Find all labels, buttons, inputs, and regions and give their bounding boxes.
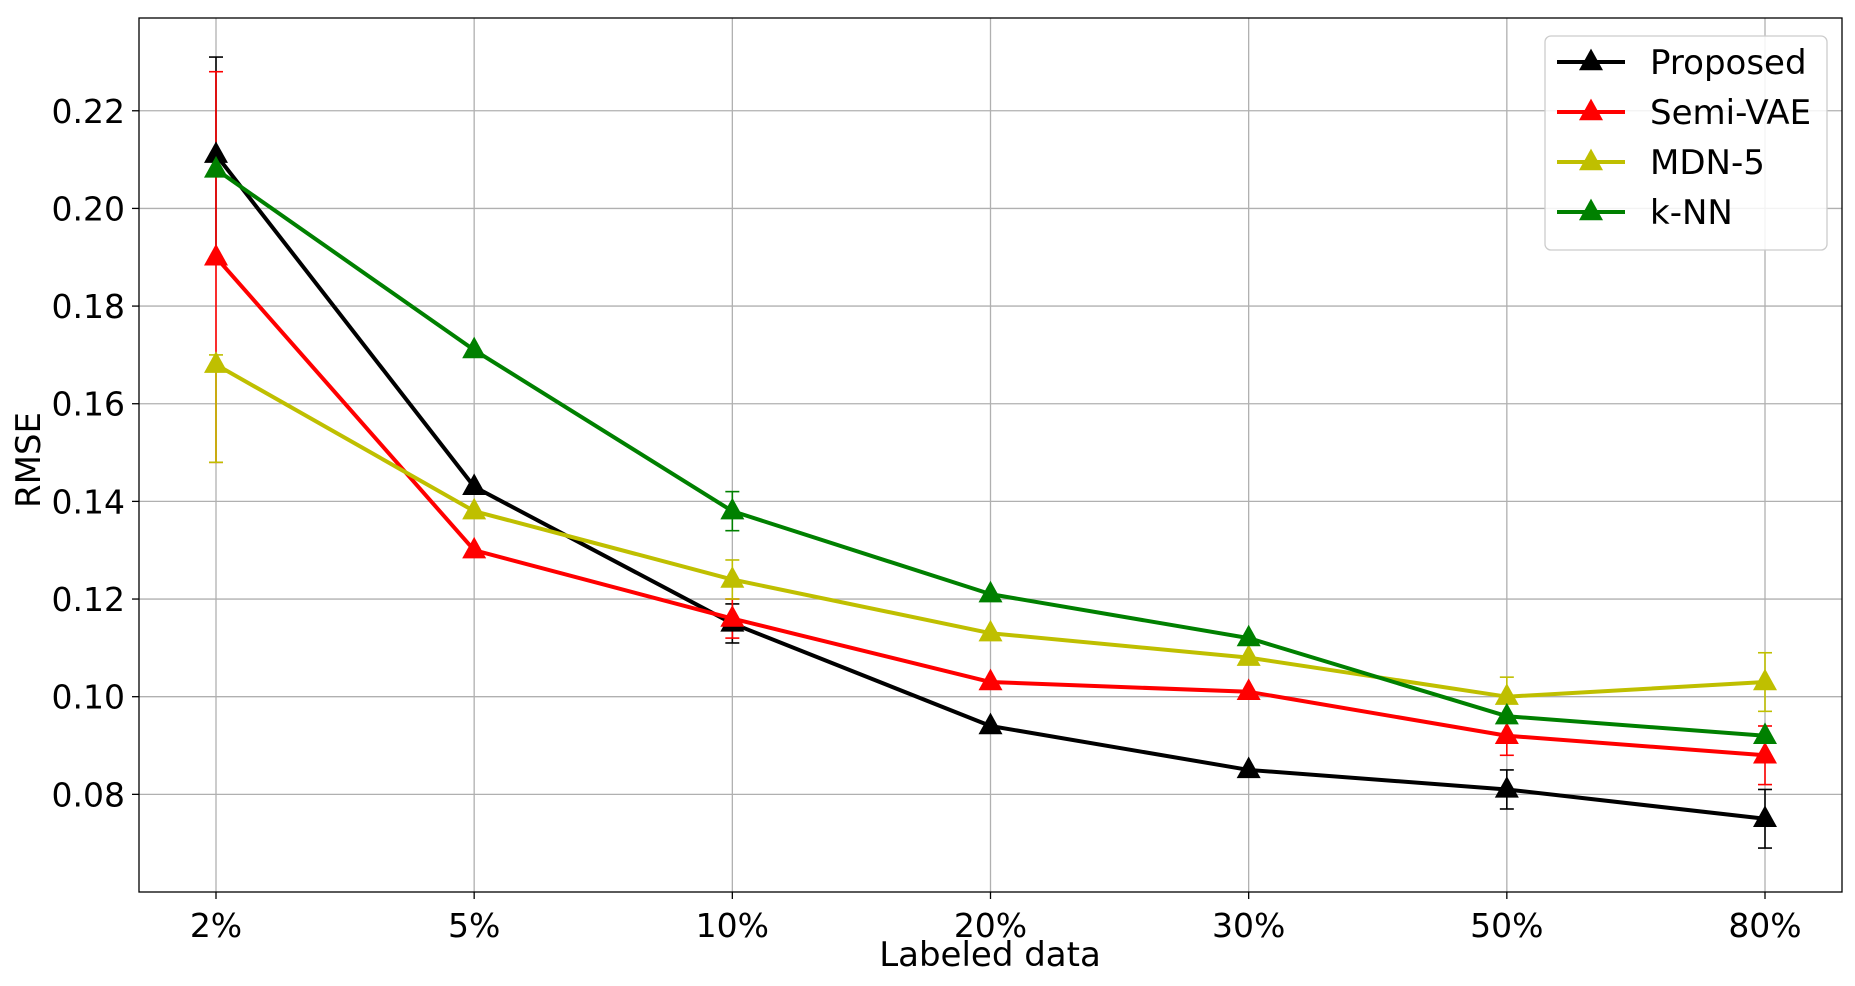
- x-tick-label: 10%: [696, 906, 769, 945]
- y-tick-labels: 0.08 0.10 0.12 0.14 0.16 0.18 0.20 0.22: [52, 92, 139, 814]
- semi-vae-point: [720, 605, 745, 627]
- legend-marker-semi-vae: [1579, 98, 1603, 121]
- k-nn-point: [1753, 722, 1777, 744]
- mdn-5-point: [1753, 668, 1777, 691]
- semi-vae-point: [1494, 722, 1519, 744]
- legend-marker-proposed: [1579, 48, 1603, 71]
- x-tick-labels: 2% 5% 10% 20% 30% 50% 80%: [190, 892, 1802, 945]
- proposed-point: [462, 473, 487, 495]
- mdn-5-point: [462, 497, 487, 520]
- y-axis-title: RMSE: [9, 412, 49, 508]
- semi-vae-point: [978, 668, 1003, 691]
- semi-vae-point: [462, 536, 487, 559]
- mdn-5-point: [1236, 644, 1261, 666]
- y-tick-label: 0.10: [52, 678, 125, 717]
- x-tick-label: 2%: [190, 906, 242, 945]
- x-tick-label: 20%: [954, 906, 1027, 945]
- k-nn-point: [720, 497, 745, 520]
- k-nn-point: [1494, 702, 1519, 725]
- x-tick-label: 5%: [448, 906, 500, 945]
- k-nn-point: [462, 336, 487, 359]
- mdn-5-point: [720, 566, 745, 588]
- k-nn-point: [978, 580, 1003, 603]
- y-tick-label: 0.12: [52, 580, 125, 619]
- legend-label-proposed: Proposed: [1650, 43, 1807, 83]
- k-nn-point: [204, 155, 228, 178]
- legend-label-mdn-5: MDN-5: [1650, 143, 1765, 183]
- legend-marker-k-nn: [1579, 198, 1603, 221]
- y-tick-label: 0.08: [52, 775, 125, 814]
- y-tick-label: 0.20: [52, 189, 125, 228]
- proposed-point: [978, 712, 1003, 735]
- legend: Proposed Semi-VAE MDN-5 k-NN: [1544, 35, 1828, 251]
- legend-box: [1544, 35, 1828, 251]
- x-axis-title: Labeled data: [879, 935, 1101, 975]
- semi-vae-point: [1753, 741, 1777, 764]
- legend-marker-mdn-5: [1579, 148, 1603, 171]
- x-tick-label: 30%: [1212, 906, 1285, 945]
- series-markers: [204, 141, 1777, 827]
- proposed-point: [1494, 776, 1519, 798]
- legend-label-k-nn: k-NN: [1650, 193, 1733, 233]
- proposed-point: [1753, 805, 1777, 827]
- y-tick-label: 0.22: [52, 92, 125, 131]
- x-tick-label: 50%: [1470, 906, 1543, 945]
- proposed-point: [204, 141, 228, 163]
- y-tick-label: 0.16: [52, 385, 125, 424]
- semi-vae-point: [1236, 678, 1261, 701]
- x-tick-label: 80%: [1728, 906, 1801, 945]
- mdn-5-point: [978, 619, 1003, 642]
- k-nn-point: [1236, 624, 1261, 647]
- y-tick-label: 0.14: [52, 482, 125, 521]
- legend-label-semi-vae: Semi-VAE: [1650, 93, 1811, 133]
- mdn-5-point: [204, 351, 228, 373]
- mdn-5-point: [1494, 683, 1519, 705]
- semi-vae-point: [204, 243, 228, 266]
- proposed-point: [1236, 756, 1261, 779]
- y-tick-label: 0.18: [52, 287, 125, 326]
